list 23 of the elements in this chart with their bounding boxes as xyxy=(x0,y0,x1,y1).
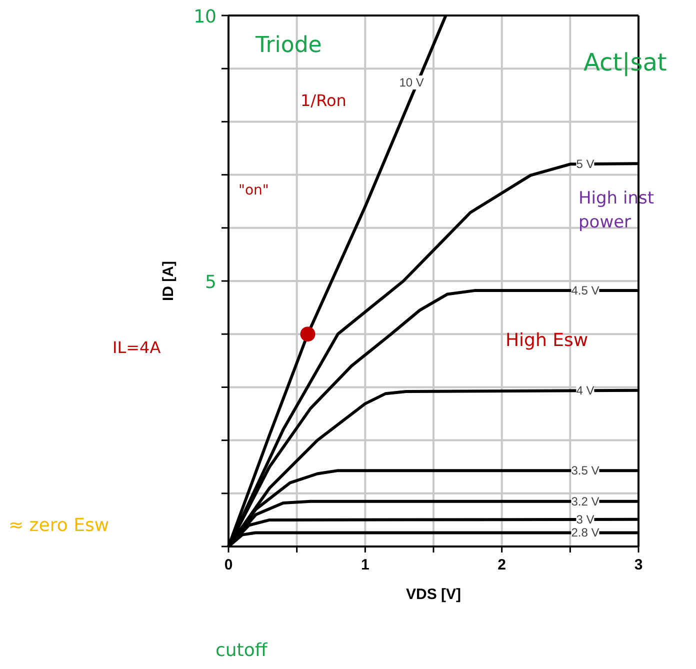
y-tick-label: 5 xyxy=(205,272,216,293)
series-label: 3.2 V xyxy=(571,494,600,508)
series-label: 2.8 V xyxy=(571,526,600,540)
text: ≈ zero Esw xyxy=(8,515,110,536)
x-tick-label: 1 xyxy=(360,556,370,574)
x-axis-title: VDS [V] xyxy=(406,586,462,603)
x-tick-label: 3 xyxy=(634,556,643,574)
y-tick-label: 10 xyxy=(194,6,216,28)
series-label: 10 V xyxy=(399,75,424,90)
series-label: 5 V xyxy=(576,157,594,172)
series-label: 4.5 V xyxy=(571,284,600,298)
annotation: Triode xyxy=(254,33,322,58)
series-label: 3 V xyxy=(576,512,594,526)
series-label: 4 V xyxy=(576,384,594,398)
text: cutoff xyxy=(216,640,268,661)
text: IL=4A xyxy=(112,338,161,357)
series-label: 3.5 V xyxy=(571,464,600,478)
annotation: High Esw xyxy=(506,330,588,351)
annotation: 1/Ron xyxy=(300,91,346,110)
y-axis-title: ID [A] xyxy=(160,260,177,301)
x-tick-label: 0 xyxy=(224,556,233,574)
annotation: "on" xyxy=(238,182,269,198)
x-tick-label: 2 xyxy=(498,556,506,574)
